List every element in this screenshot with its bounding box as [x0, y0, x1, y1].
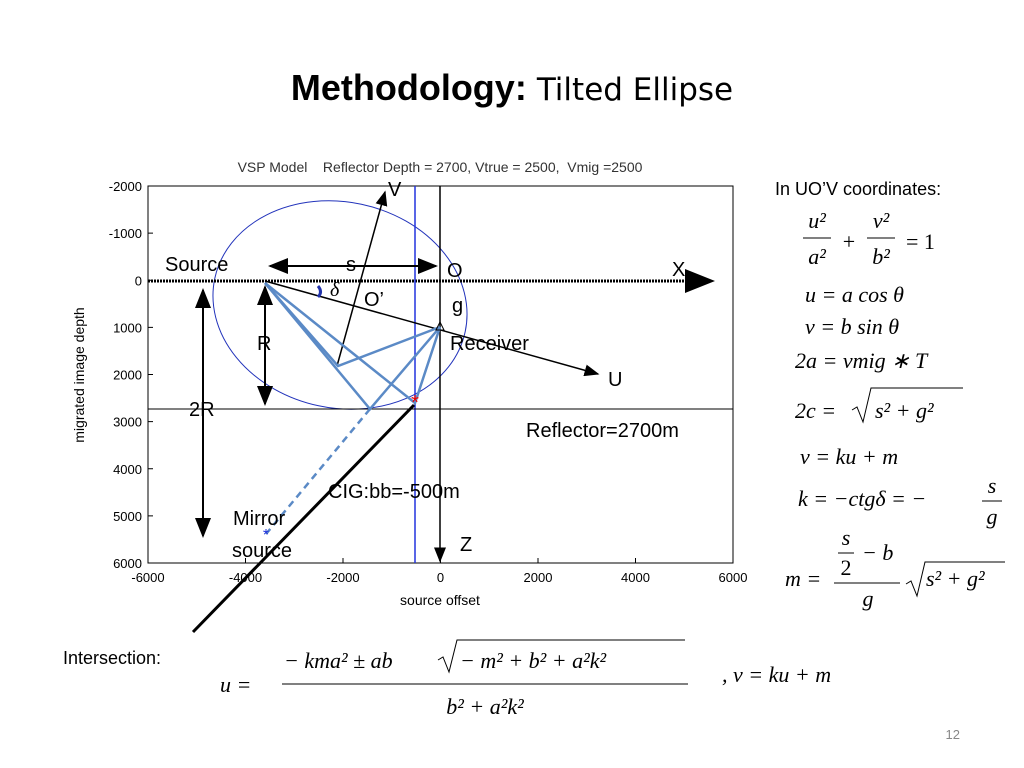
label-mirror: Mirror: [233, 508, 286, 530]
eq-rhs: = 1: [906, 229, 935, 254]
eq-radicand: − m² + b² + a²k²: [460, 648, 606, 673]
label-z: Z: [460, 534, 472, 556]
eq-num: − kma² ± ab: [284, 648, 393, 673]
label-receiver: Receiver: [450, 333, 529, 355]
eq-op: +: [843, 229, 855, 254]
figure: VSP Model Reflector Depth = 2700, Vtrue …: [71, 159, 748, 634]
eq-lhs: k = −ctgδ = −: [798, 486, 926, 511]
mirror-marker: *: [263, 527, 269, 544]
label-v: V: [388, 179, 402, 201]
equation-2: u = a cos θ: [805, 282, 904, 307]
x-tick-label: -6000: [131, 570, 164, 585]
label-o-prime: O’: [364, 289, 384, 311]
u-axis-arrow: [264, 280, 600, 377]
eq-radicand: s² + g²: [875, 398, 934, 423]
eq-num: s: [988, 473, 997, 498]
label-g: g: [452, 295, 463, 317]
eq-lhs: m =: [785, 566, 821, 591]
equation-4: 2a = vmig ∗ T: [795, 348, 929, 373]
y-tick-label: 6000: [113, 556, 142, 571]
intersection-equation: u = − kma² ± ab − m² + b² + a²k² b² + a²…: [220, 639, 831, 719]
label-u: U: [608, 369, 622, 391]
x-tick-label: 0: [437, 570, 444, 585]
ray-path: [264, 282, 441, 411]
x-tick-label: 2000: [524, 570, 553, 585]
title-bold: Methodology:: [291, 67, 527, 108]
equations-heading: In UO’V coordinates:: [775, 179, 941, 199]
equation-3: v = b sin θ: [805, 314, 899, 339]
label-source: Source: [165, 254, 228, 276]
eq-radicand: s² + g²: [926, 566, 985, 591]
x-axis-label: source offset: [400, 592, 480, 608]
y-tick-label: -1000: [109, 226, 142, 241]
x-tick-label: -4000: [229, 570, 262, 585]
equation-5: 2c = s² + g²: [795, 387, 963, 424]
y-tick-label: 4000: [113, 462, 142, 477]
radical: [437, 639, 685, 674]
eq-num: u²: [808, 208, 826, 233]
ray-path: [264, 282, 442, 406]
x-tick-label: 6000: [719, 570, 748, 585]
label-o: O: [447, 260, 463, 282]
eq-num: v²: [873, 208, 890, 233]
equation-1: u² a² + v² b² = 1: [803, 208, 935, 269]
eq-minus-b: − b: [862, 540, 893, 565]
label-cig: CIG:bb=-500m: [328, 481, 460, 503]
intersection-label: Intersection:: [63, 648, 161, 668]
label-reflector: Reflector=2700m: [526, 420, 679, 442]
intersection-pointer: [191, 403, 416, 634]
x-tick-label: -2000: [326, 570, 359, 585]
ray-path: [264, 282, 441, 368]
title-rest: Tilted Ellipse: [536, 72, 733, 108]
v-axis-arrow: [336, 190, 388, 367]
equation-6: v = ku + m: [800, 444, 898, 469]
equation-7: k = −ctgδ = − s g: [798, 473, 1002, 529]
y-tick-label: 3000: [113, 415, 142, 430]
y-tick-label: 2000: [113, 368, 142, 383]
eq-den: a²: [808, 244, 826, 269]
eq-den: b²: [872, 244, 890, 269]
y-tick-label: -2000: [109, 179, 142, 194]
eq-den: b² + a²k²: [446, 694, 524, 719]
mirror-ray: [265, 408, 371, 535]
label-s: s: [346, 254, 356, 276]
eq-den: g: [987, 504, 998, 529]
intersection-marker: *: [411, 392, 419, 414]
y-tick-label: 1000: [113, 320, 142, 335]
radical: [851, 387, 963, 424]
figure-title: VSP Model Reflector Depth = 2700, Vtrue …: [238, 159, 643, 175]
angle-arc: [316, 285, 322, 299]
slide-title: Methodology: Tilted Ellipse: [291, 67, 733, 108]
label-2r: 2R: [189, 399, 215, 421]
ellipse: [212, 200, 468, 410]
eq-lhs: 2c =: [795, 398, 836, 423]
equation-8: m = s 2 − b g s² + g²: [785, 525, 1005, 611]
y-tick-label: 0: [135, 273, 142, 288]
eq-inner-num: s: [842, 525, 851, 550]
label-mirror-source: source: [232, 540, 292, 562]
label-x: X: [672, 259, 685, 281]
eq-lhs: u =: [220, 672, 251, 697]
page-number: 12: [946, 727, 960, 742]
y-axis-label: migrated image depth: [71, 307, 87, 442]
receiver-marker: [435, 320, 445, 331]
eq-den: g: [863, 586, 874, 611]
label-r: R: [257, 333, 271, 355]
x-tick-label: 4000: [621, 570, 650, 585]
eq-inner-den: 2: [841, 555, 852, 580]
radical: [905, 561, 1005, 598]
eq-tail: , v = ku + m: [722, 662, 831, 687]
label-delta: δ: [330, 279, 340, 301]
y-tick-label: 5000: [113, 509, 142, 524]
